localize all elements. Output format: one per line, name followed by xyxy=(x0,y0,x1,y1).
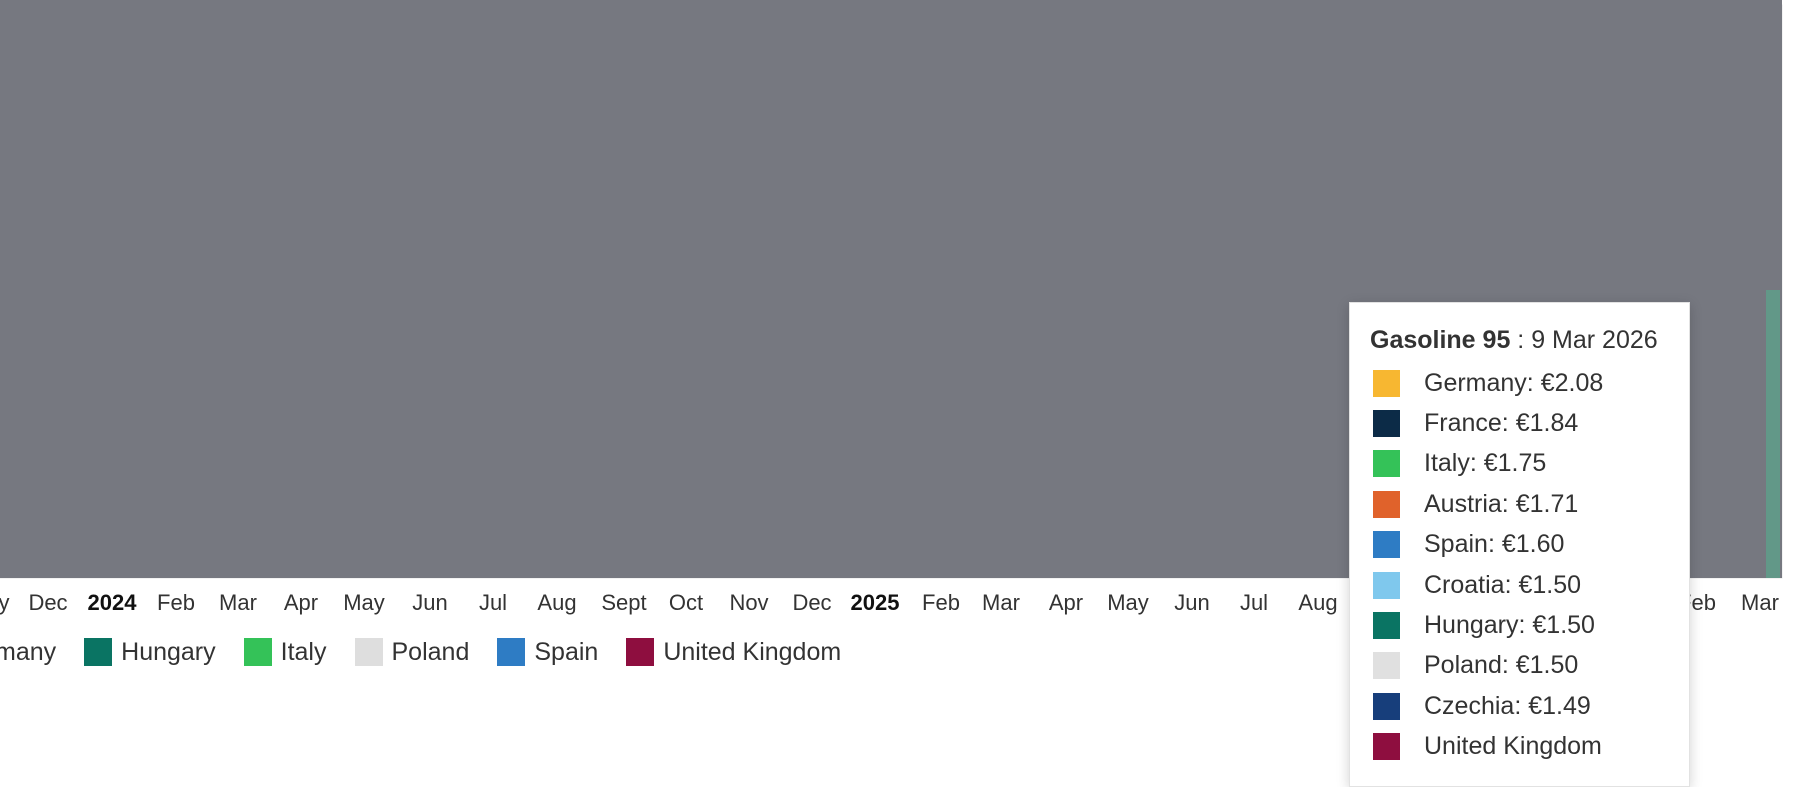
tooltip-swatch xyxy=(1373,571,1400,599)
tooltip-row: Poland: €1.50 xyxy=(1370,646,1689,686)
tooltip-row-text: Czechia: €1.49 xyxy=(1424,691,1591,720)
legend-item-italy[interactable]: Italy xyxy=(243,637,327,667)
tooltip-swatch xyxy=(1373,692,1400,720)
tooltip-row: France: €1.84 xyxy=(1370,403,1689,443)
tooltip-row-text: United Kingdom xyxy=(1424,732,1602,761)
x-tick-label-6: May xyxy=(343,590,385,615)
x-tick-label-18: May xyxy=(1107,590,1149,615)
tooltip-series-name: Gasoline 95 xyxy=(1370,326,1511,354)
x-tick-label-15: Feb xyxy=(922,590,960,615)
x-tick-label-8: Jul xyxy=(479,590,507,615)
tooltip-swatch xyxy=(1373,410,1400,438)
x-tick-label-17: Apr xyxy=(1049,590,1083,615)
tooltip-rows: Germany: €2.08 France: €1.84 Italy: €1.75 A… xyxy=(1370,363,1689,767)
price-chart: y Dec 2024 Feb Mar Apr May Jun Jul Aug Sept Oct Nov D… xyxy=(0,0,1783,615)
x-tick-label-5: Apr xyxy=(284,590,318,615)
legend-label: Hungary xyxy=(121,637,216,666)
tooltip-row: Spain: €1.60 xyxy=(1370,525,1689,565)
legend-label: Italy xyxy=(280,637,327,666)
legend-swatch xyxy=(497,638,526,666)
tooltip-row: United Kingdom xyxy=(1370,727,1689,767)
tooltip-row-text: Croatia: €1.50 xyxy=(1424,570,1582,599)
tooltip-row: Hungary: €1.50 xyxy=(1370,605,1689,645)
legend-item-poland[interactable]: Poland xyxy=(354,637,470,667)
tooltip-row-text: Hungary: €1.50 xyxy=(1424,611,1595,640)
x-tick-label-2: 2024 xyxy=(88,590,138,615)
chart-legend: many Hungary Italy Poland Spain United Kingdo… xyxy=(0,634,869,670)
tooltip-row: Czechia: €1.49 xyxy=(1370,686,1689,726)
x-tick-label-9: Aug xyxy=(537,590,576,615)
tooltip-row-text: Austria: €1.71 xyxy=(1424,489,1579,518)
x-tick-label-16: Mar xyxy=(982,590,1020,615)
x-tick-label-19: Jun xyxy=(1174,590,1209,615)
x-tick-label-4: Mar xyxy=(219,590,257,615)
area-poland xyxy=(0,0,1782,578)
legend-swatch xyxy=(354,638,383,666)
x-tick-label-3: Feb xyxy=(157,590,195,615)
chart-tooltip: Gasoline 95 : 9 Mar 2026 Germany: €2.08 F… xyxy=(1349,302,1690,787)
tooltip-swatch xyxy=(1373,652,1400,680)
x-tick-label-21: Aug xyxy=(1298,590,1337,615)
legend-swatch xyxy=(243,638,272,666)
x-tick-label-14: 2025 xyxy=(851,590,900,615)
hover-column-highlight xyxy=(1766,290,1780,578)
tooltip-swatch xyxy=(1373,369,1400,397)
tooltip-row-text: France: €1.84 xyxy=(1424,409,1579,438)
x-tick-label-7: Jun xyxy=(412,590,447,615)
legend-swatch xyxy=(84,638,113,666)
tooltip-row: Germany: €2.08 xyxy=(1370,363,1689,403)
tooltip-swatch xyxy=(1373,612,1400,640)
tooltip-row: Croatia: €1.50 xyxy=(1370,565,1689,605)
tooltip-row: Austria: €1.71 xyxy=(1370,484,1689,524)
legend-label: Poland xyxy=(391,637,470,666)
legend-label: many xyxy=(0,637,57,666)
legend-label: Spain xyxy=(534,637,599,666)
tooltip-separator: : xyxy=(1510,326,1532,354)
tooltip-row-text: Italy: €1.75 xyxy=(1424,449,1547,478)
x-tick-label-13: Dec xyxy=(792,590,831,615)
tooltip-row: Italy: €1.75 xyxy=(1370,444,1689,484)
x-tick-label-1: Dec xyxy=(28,590,67,615)
legend-item-spain[interactable]: Spain xyxy=(497,638,598,667)
tooltip-swatch xyxy=(1373,531,1400,559)
x-tick-label-20: Jul xyxy=(1240,590,1268,615)
tooltip-row-text: Spain: €1.60 xyxy=(1424,530,1565,559)
x-tick-label-28: Mar xyxy=(1741,590,1779,615)
tooltip-date: 9 Mar 2026 xyxy=(1531,326,1658,354)
tooltip-header: Gasoline 95 : 9 Mar 2026 xyxy=(1370,323,1689,357)
x-tick-label-10: Sept xyxy=(601,590,646,615)
x-tick-label-12: Nov xyxy=(729,590,768,615)
chart-areas xyxy=(0,0,1782,578)
tooltip-row-text: Poland: €1.50 xyxy=(1424,651,1579,680)
x-tick-label-0: y xyxy=(0,590,10,615)
legend-swatch xyxy=(626,638,655,666)
legend-item-hungary[interactable]: Hungary xyxy=(84,638,216,667)
legend-item-germany[interactable]: many xyxy=(0,638,56,667)
tooltip-swatch xyxy=(1373,490,1400,518)
legend-item-united-kingdom[interactable]: United Kingdom xyxy=(626,638,841,667)
legend-label: United Kingdom xyxy=(663,637,842,666)
tooltip-swatch xyxy=(1373,733,1400,761)
tooltip-swatch xyxy=(1373,450,1400,478)
x-tick-label-11: Oct xyxy=(669,590,703,615)
tooltip-row-text: Germany: €2.08 xyxy=(1424,368,1604,397)
